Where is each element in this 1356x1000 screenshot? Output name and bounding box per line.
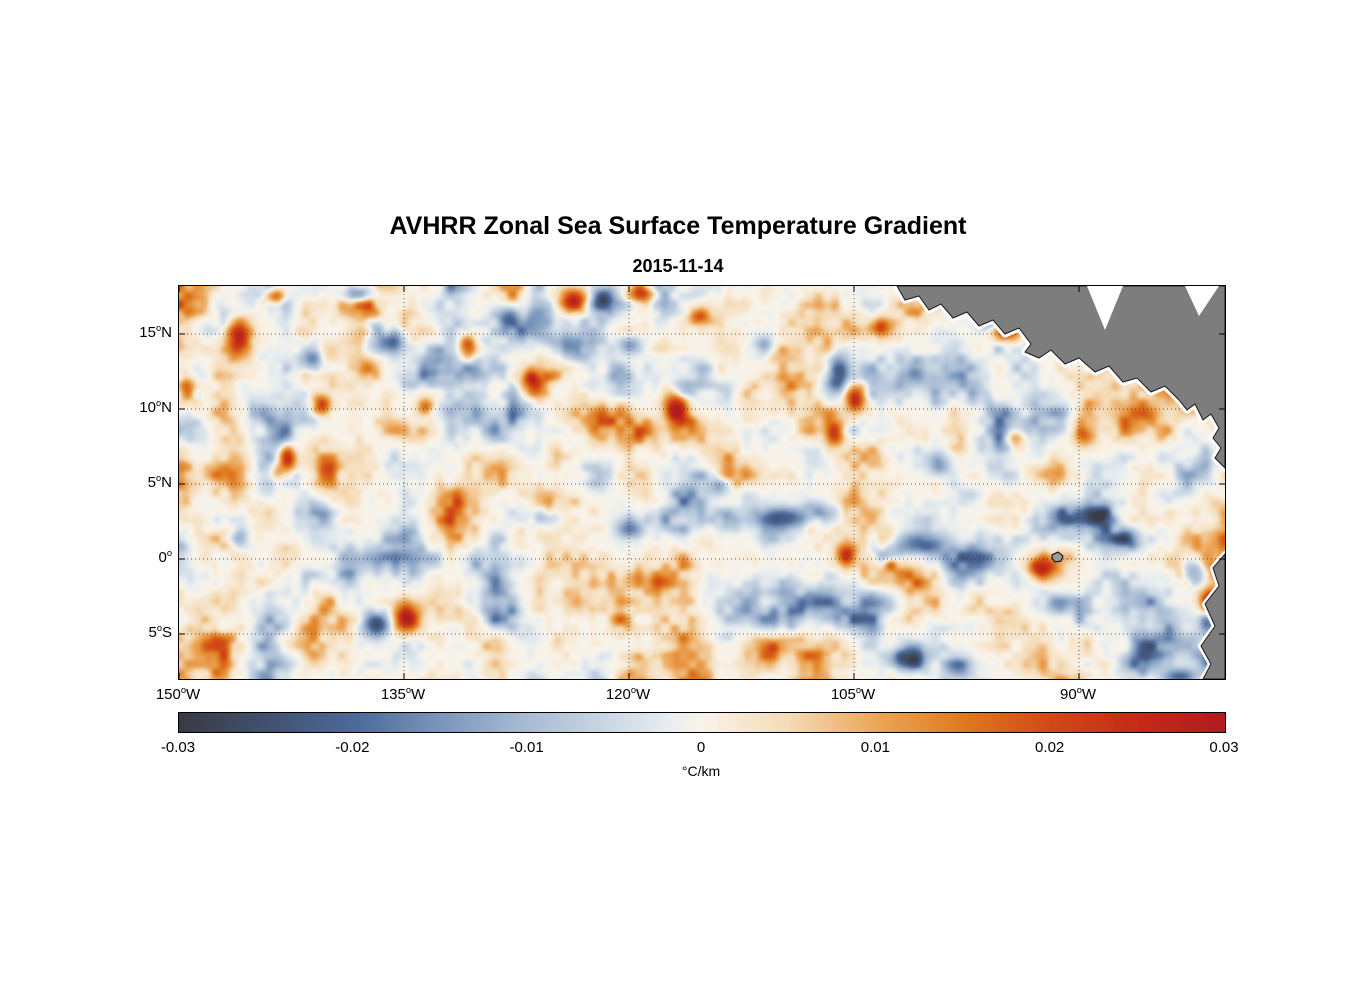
colorbar — [178, 712, 1226, 733]
x-tick-label: 120oW — [605, 685, 651, 703]
coast-notch-1 — [1185, 286, 1219, 316]
colorbar-tick-label: -0.03 — [160, 739, 196, 756]
y-tick-label: 10oN — [139, 398, 172, 416]
x-tick-label: 105oW — [830, 685, 876, 703]
colorbar-tick-label: 0.03 — [1209, 739, 1239, 756]
colorbar-tick-label: -0.01 — [509, 739, 544, 756]
y-tick-label: 0o — [158, 548, 172, 566]
coast-notch-0 — [1087, 286, 1123, 330]
map-plot — [178, 285, 1226, 680]
colorbar-tick-label: 0 — [696, 739, 706, 756]
colorbar-tick-label: 0.02 — [1035, 739, 1065, 756]
y-tick-label: 5oN — [147, 473, 172, 491]
x-tick-label: 135oW — [380, 685, 426, 703]
y-tick-label: 5oS — [148, 623, 172, 641]
x-tick-label: 150oW — [155, 685, 201, 703]
colorbar-gradient — [179, 713, 1225, 732]
map-overlay — [179, 286, 1225, 679]
colorbar-units: °C/km — [681, 763, 721, 779]
y-tick-label: 15oN — [139, 323, 172, 341]
colorbar-tick-label: 0.01 — [860, 739, 890, 756]
colorbar-tick-label: -0.02 — [335, 739, 370, 756]
x-tick-label: 90oW — [1060, 685, 1097, 703]
chart-date: 2015-11-14 — [632, 256, 724, 276]
landmass-central-america — [896, 286, 1225, 469]
galapagos-islands — [1051, 551, 1064, 563]
landmass-south-america — [1200, 553, 1225, 679]
grid-lines — [179, 286, 1225, 679]
axis-tick-marks — [179, 286, 1225, 679]
chart-title: AVHRR Zonal Sea Surface Temperature Grad… — [389, 212, 967, 240]
